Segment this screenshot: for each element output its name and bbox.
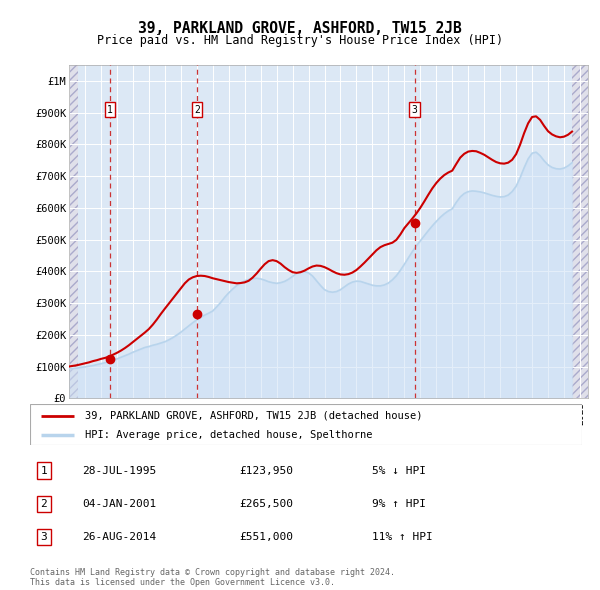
Text: 39, PARKLAND GROVE, ASHFORD, TW15 2JB: 39, PARKLAND GROVE, ASHFORD, TW15 2JB	[138, 21, 462, 35]
Text: 39, PARKLAND GROVE, ASHFORD, TW15 2JB (detached house): 39, PARKLAND GROVE, ASHFORD, TW15 2JB (d…	[85, 411, 422, 421]
Text: Price paid vs. HM Land Registry's House Price Index (HPI): Price paid vs. HM Land Registry's House …	[97, 34, 503, 47]
Bar	[69, 65, 78, 398]
Text: 9% ↑ HPI: 9% ↑ HPI	[372, 499, 426, 509]
Text: £123,950: £123,950	[240, 466, 294, 476]
Text: Contains HM Land Registry data © Crown copyright and database right 2024.
This d: Contains HM Land Registry data © Crown c…	[30, 568, 395, 587]
Text: 2: 2	[40, 499, 47, 509]
Text: 3: 3	[412, 105, 418, 115]
Text: 5% ↓ HPI: 5% ↓ HPI	[372, 466, 426, 476]
Text: 11% ↑ HPI: 11% ↑ HPI	[372, 532, 433, 542]
Text: £265,500: £265,500	[240, 499, 294, 509]
Bar	[572, 65, 588, 398]
Bar	[572, 65, 588, 398]
Text: 3: 3	[40, 532, 47, 542]
Text: HPI: Average price, detached house, Spelthorne: HPI: Average price, detached house, Spel…	[85, 430, 373, 440]
Text: 28-JUL-1995: 28-JUL-1995	[82, 466, 157, 476]
FancyBboxPatch shape	[30, 404, 582, 445]
Text: 1: 1	[107, 105, 113, 115]
Text: 2: 2	[194, 105, 200, 115]
Bar	[69, 65, 78, 398]
Text: 26-AUG-2014: 26-AUG-2014	[82, 532, 157, 542]
Text: £551,000: £551,000	[240, 532, 294, 542]
Text: 04-JAN-2001: 04-JAN-2001	[82, 499, 157, 509]
Text: 1: 1	[40, 466, 47, 476]
